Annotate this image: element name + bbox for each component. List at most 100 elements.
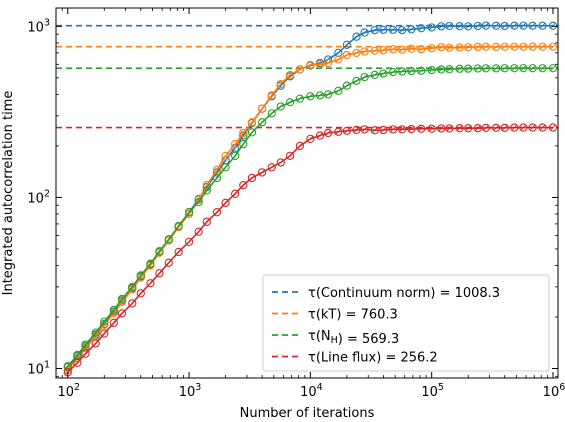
data-point-mark bbox=[203, 187, 210, 194]
data-point-mark bbox=[529, 22, 536, 29]
data-point-mark bbox=[520, 124, 527, 131]
data-point bbox=[212, 173, 222, 183]
data-point-mark bbox=[195, 228, 202, 235]
data-point-mark bbox=[408, 68, 415, 74]
data-point bbox=[519, 21, 528, 30]
data-point bbox=[491, 42, 501, 52]
data-point bbox=[519, 123, 528, 132]
data-point bbox=[202, 217, 211, 226]
data-point bbox=[295, 94, 305, 103]
data-point-mark bbox=[428, 45, 435, 52]
data-point-mark bbox=[482, 22, 489, 29]
data-point-mark bbox=[511, 43, 518, 50]
data-point-mark bbox=[493, 44, 500, 50]
data-point bbox=[109, 305, 119, 315]
data-point-mark bbox=[307, 61, 314, 68]
data-point-mark bbox=[249, 129, 255, 136]
data-point-mark bbox=[539, 43, 546, 50]
data-point bbox=[128, 299, 137, 308]
data-point bbox=[73, 358, 82, 367]
data-point bbox=[352, 125, 361, 135]
data-point bbox=[342, 126, 352, 135]
data-point-mark bbox=[325, 60, 332, 66]
data-point-mark bbox=[456, 44, 463, 51]
data-point-mark bbox=[520, 22, 527, 29]
data-point bbox=[388, 25, 398, 34]
data-point bbox=[221, 151, 230, 160]
data-point-mark bbox=[456, 23, 463, 30]
data-point bbox=[388, 45, 398, 54]
data-point-mark bbox=[428, 67, 435, 74]
data-point bbox=[342, 50, 352, 60]
data-point bbox=[397, 26, 407, 35]
data-point bbox=[538, 64, 547, 73]
data-point-mark bbox=[240, 141, 247, 148]
data-point-mark bbox=[343, 41, 350, 48]
data-point bbox=[194, 197, 203, 207]
data-point bbox=[285, 151, 295, 160]
data-point-mark bbox=[511, 22, 518, 29]
y-tick-label: 101 bbox=[27, 360, 50, 378]
data-point bbox=[397, 67, 407, 76]
data-point bbox=[528, 42, 537, 51]
data-point bbox=[407, 25, 416, 34]
legend: τ(Continuum norm) = 1008.3 τ(kT) = 760.3 τ… bbox=[262, 274, 550, 372]
data-point-mark bbox=[353, 127, 360, 133]
data-point-mark bbox=[520, 43, 527, 50]
data-point bbox=[445, 65, 454, 74]
data-point bbox=[388, 125, 398, 134]
data-point-mark bbox=[399, 68, 405, 75]
data-point-mark bbox=[390, 126, 396, 133]
data-point-mark bbox=[277, 159, 284, 166]
data-point bbox=[464, 64, 473, 73]
data-point-mark bbox=[428, 24, 435, 31]
data-point bbox=[455, 43, 464, 52]
data-point-mark bbox=[129, 283, 136, 290]
data-point-mark bbox=[240, 130, 247, 136]
data-point bbox=[221, 198, 230, 207]
data-point bbox=[519, 42, 528, 51]
data-point bbox=[455, 64, 464, 73]
data-point-mark bbox=[175, 223, 182, 229]
data-point bbox=[323, 90, 333, 99]
data-point-mark bbox=[399, 27, 405, 34]
data-point bbox=[388, 67, 398, 77]
data-point-mark bbox=[287, 99, 293, 106]
data-point bbox=[257, 168, 267, 177]
data-point-mark bbox=[277, 81, 284, 87]
data-point bbox=[437, 22, 446, 31]
data-point-mark bbox=[539, 22, 546, 29]
data-point-mark bbox=[307, 93, 314, 100]
plot-area bbox=[56, 21, 558, 377]
data-point bbox=[397, 125, 407, 134]
data-point-mark bbox=[287, 152, 293, 159]
data-point bbox=[464, 124, 473, 133]
data-point bbox=[548, 42, 558, 51]
data-point bbox=[334, 86, 343, 95]
data-point-mark bbox=[482, 124, 489, 131]
data-point-mark bbox=[550, 43, 556, 50]
data-point-mark bbox=[501, 43, 508, 50]
data-point-mark bbox=[137, 290, 144, 297]
data-point-mark bbox=[539, 65, 546, 72]
data-point-mark bbox=[520, 65, 527, 72]
data-point bbox=[342, 81, 352, 90]
data-point bbox=[128, 282, 137, 292]
data-point-mark bbox=[195, 196, 202, 203]
data-point-mark bbox=[501, 23, 508, 29]
data-point bbox=[379, 46, 388, 55]
data-point-mark bbox=[110, 307, 117, 313]
data-point-mark bbox=[119, 299, 125, 305]
data-point-mark bbox=[465, 23, 472, 30]
data-point-mark bbox=[380, 70, 387, 77]
data-point bbox=[427, 124, 436, 133]
data-point-mark bbox=[317, 92, 323, 99]
data-point-mark bbox=[371, 127, 378, 134]
data-point bbox=[267, 109, 276, 118]
data-point-mark bbox=[390, 46, 396, 53]
data-point-mark bbox=[482, 43, 489, 50]
data-point bbox=[155, 269, 164, 278]
data-point bbox=[155, 247, 164, 256]
data-point bbox=[500, 123, 509, 133]
data-point-mark bbox=[390, 26, 396, 33]
